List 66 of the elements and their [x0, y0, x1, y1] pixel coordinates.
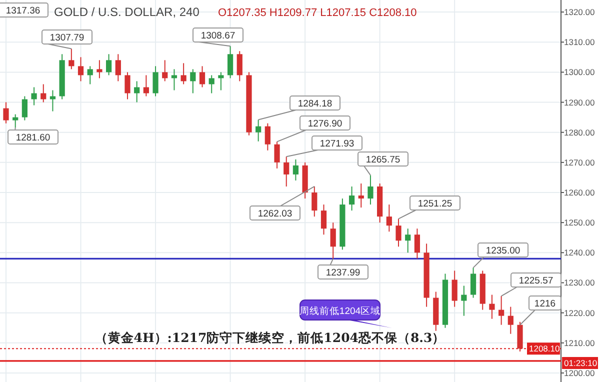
annotation: 周线前低1204区域	[299, 305, 381, 317]
candlestick	[470, 267, 476, 298]
text: O1207.35 H1209.77 L1207.15 C1208.10	[218, 7, 417, 19]
annotation: 1225.57	[518, 276, 554, 286]
annotation: 1308.67	[200, 30, 236, 42]
candlestick	[3, 102, 9, 124]
candlestick	[368, 174, 374, 206]
candlestick	[274, 141, 280, 169]
candlestick	[78, 56, 84, 82]
text: GOLD / U.S. DOLLAR, 240	[54, 5, 200, 19]
candlestick	[405, 228, 411, 254]
candlestick	[236, 50, 242, 82]
annotation: 1271.93	[320, 138, 354, 150]
annotation: 1262.03	[258, 208, 292, 220]
candlestick	[292, 158, 299, 181]
candlestick	[208, 74, 214, 94]
candlestick	[330, 222, 336, 260]
candlestick	[106, 54, 112, 76]
annotation: 1265.75	[366, 154, 400, 166]
candlestick	[264, 122, 270, 151]
annotation: 1235.00	[486, 246, 520, 256]
candlestick	[284, 156, 290, 187]
candlestick	[498, 296, 504, 326]
annotation: 1281.60	[16, 132, 50, 144]
candlestick	[461, 285, 467, 316]
candlestick	[180, 62, 186, 85]
annotation: （黄金4H）:1217防守下继续空，前低1204恐不保（8.3）	[94, 330, 446, 345]
candlestick	[508, 306, 514, 334]
candlestick	[256, 119, 262, 142]
annotation: 1276.90	[308, 118, 342, 130]
candlestick	[143, 74, 149, 97]
text: 01:23:10	[564, 358, 598, 368]
candlestick	[358, 182, 364, 208]
candlestick	[489, 294, 495, 320]
annotation: 1251.25	[418, 198, 452, 210]
candlestick	[162, 60, 168, 82]
annotation: 1307.79	[50, 32, 84, 44]
candlestick	[152, 66, 158, 97]
ref-line-label: 1208.10	[529, 344, 560, 354]
text: 1216	[534, 298, 556, 310]
candlestick	[218, 72, 224, 91]
candlestick	[96, 60, 102, 79]
candlestick	[171, 68, 178, 91]
candlestick	[68, 48, 74, 70]
candlestick	[199, 66, 206, 88]
candlestick	[312, 186, 318, 218]
candlestick	[227, 46, 234, 79]
candlestick	[396, 218, 402, 248]
candlestick	[22, 96, 28, 121]
annotation: 1317.36	[6, 6, 40, 16]
candlestick	[386, 204, 392, 232]
candlestick	[348, 186, 355, 212]
candlestick	[50, 90, 56, 112]
candlestick	[517, 321, 523, 352]
annotation: 1237.99	[326, 268, 360, 278]
candlestick	[115, 54, 121, 82]
candlestick	[452, 270, 458, 308]
candlestick	[134, 80, 140, 103]
annotation: 1284.18	[298, 98, 332, 110]
candlestick	[124, 72, 130, 100]
candlestick	[87, 66, 93, 85]
candlestick	[414, 228, 420, 260]
candlestick	[190, 68, 196, 94]
candlestick	[31, 86, 37, 106]
candlestick	[40, 84, 46, 103]
candlestick	[320, 204, 327, 236]
